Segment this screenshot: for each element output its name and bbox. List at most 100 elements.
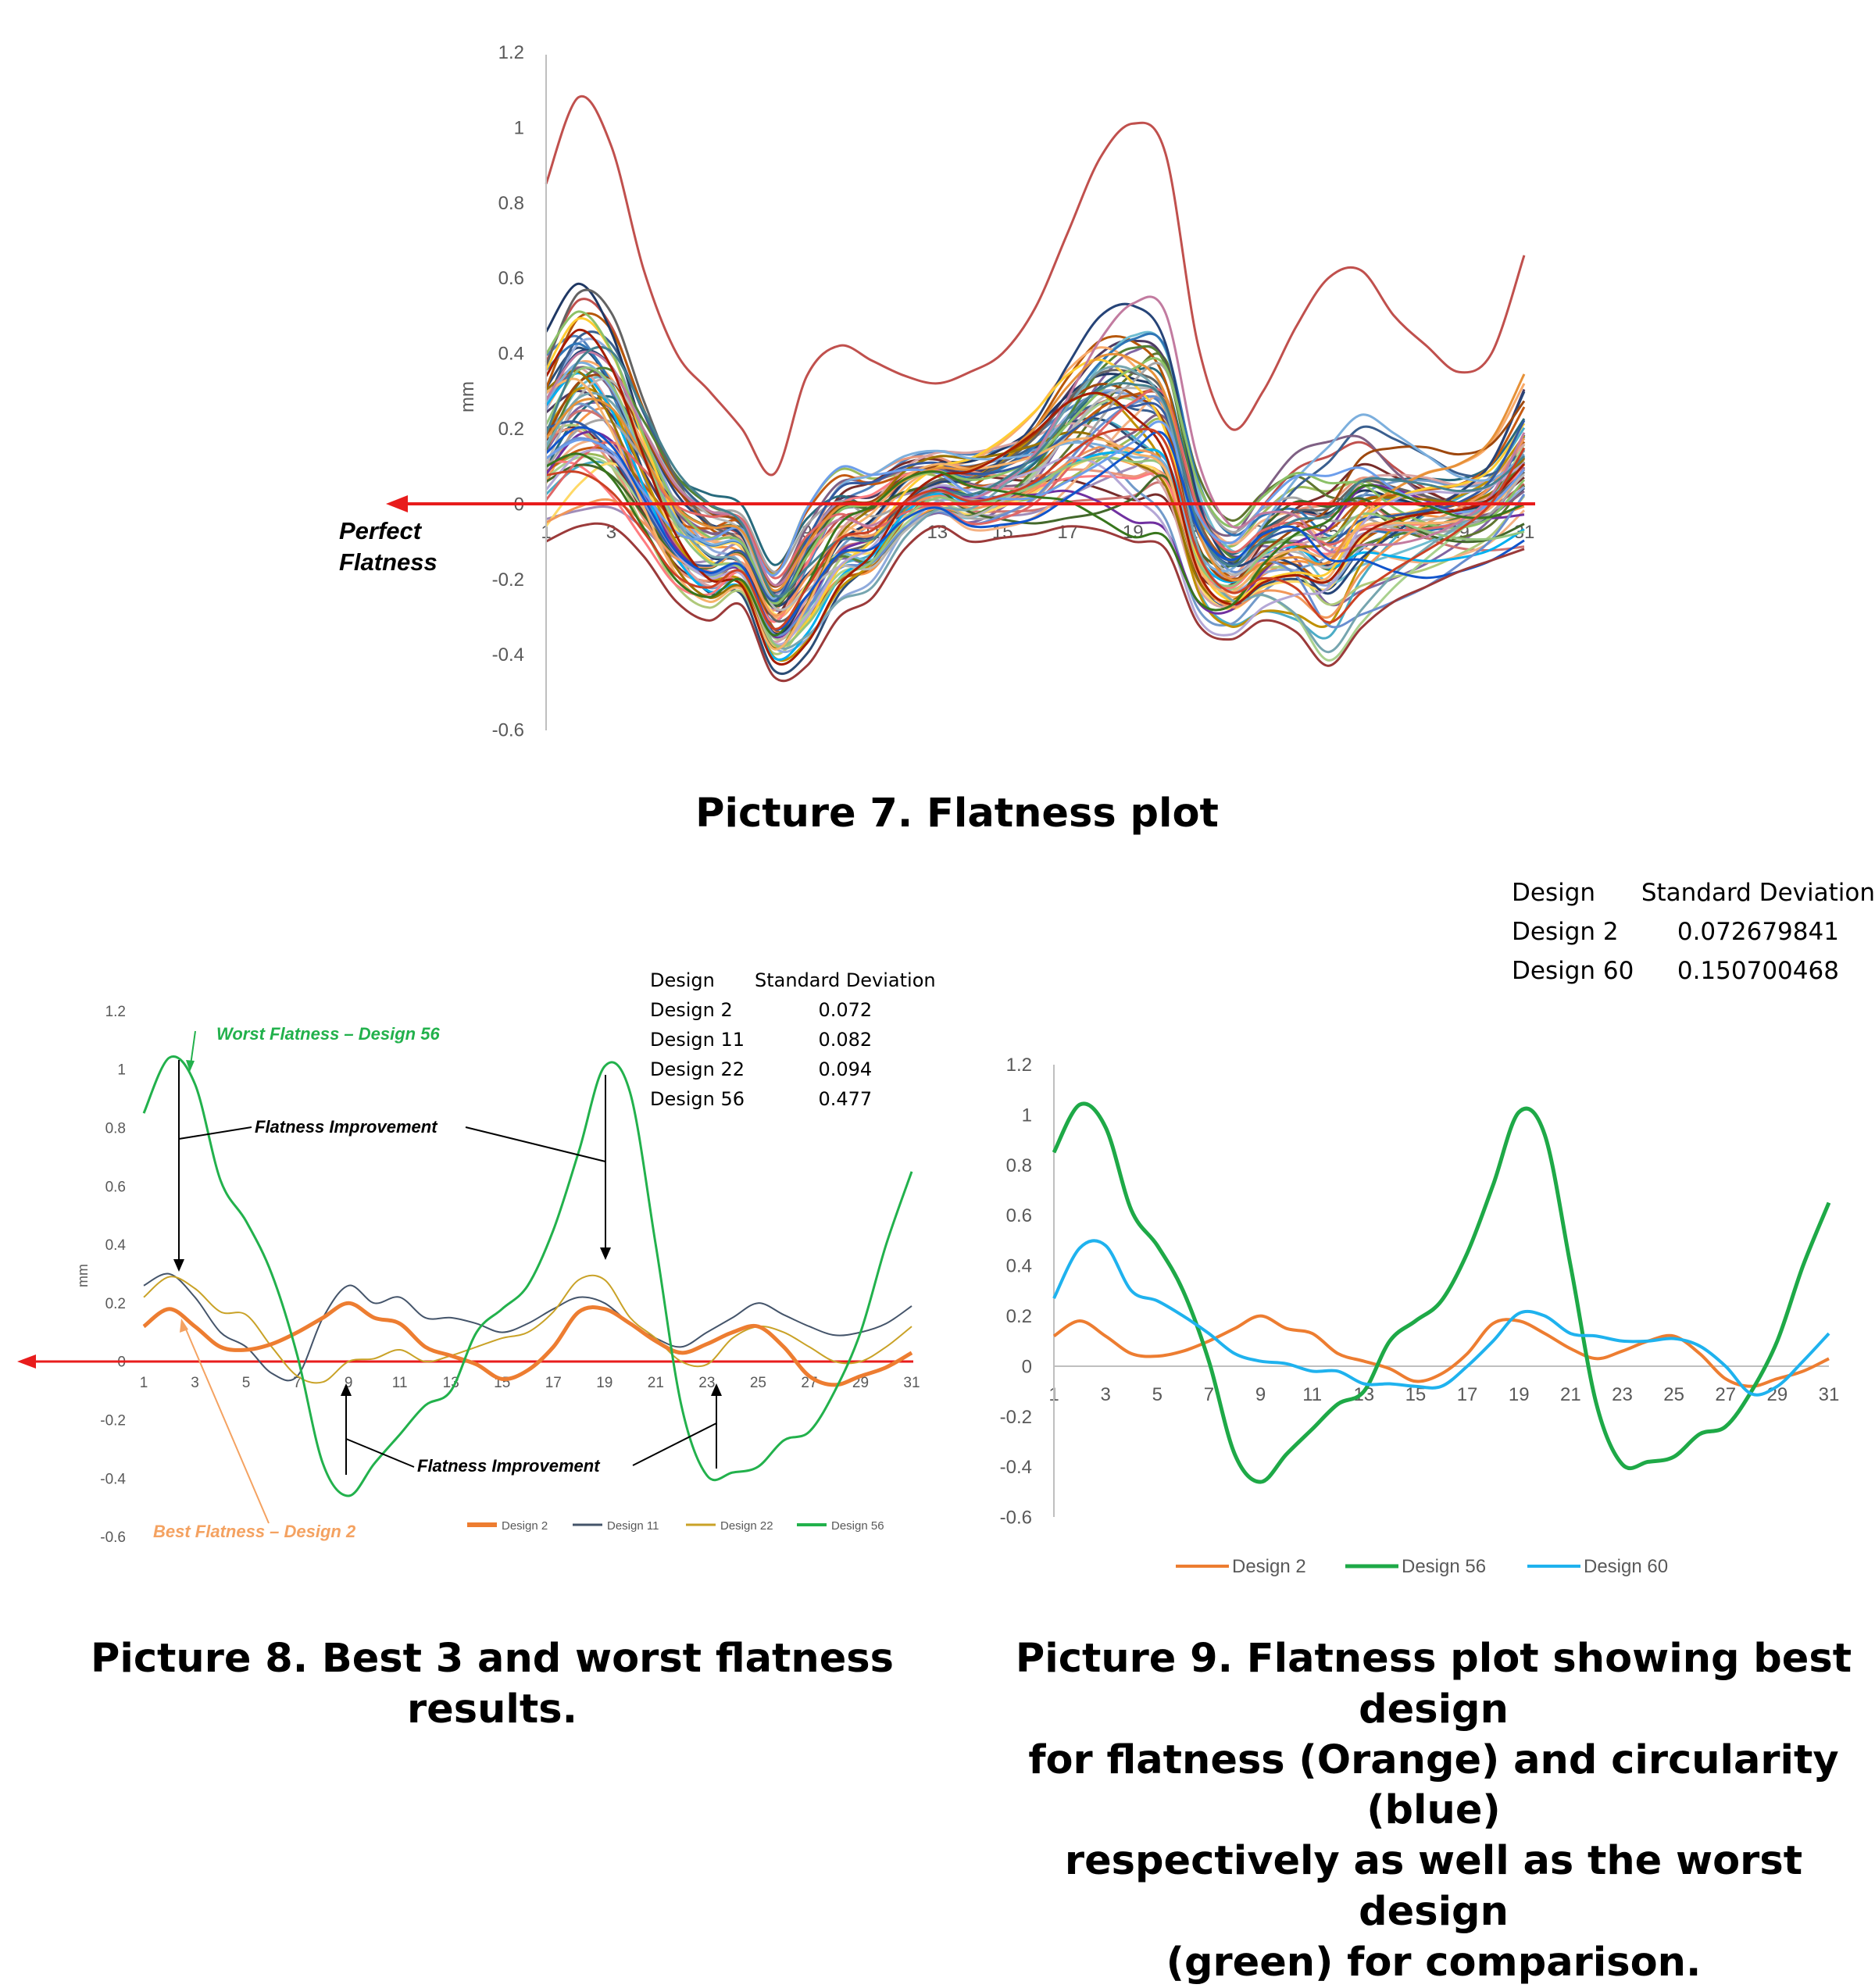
y-tick-label: -0.4 [492, 644, 524, 666]
caption-picture-9-line3: respectively as well as the worst design [1064, 1838, 1803, 1935]
table-cell-design: Design 22 [650, 1058, 745, 1080]
series-line [142, 1301, 913, 1387]
flatness-improvement-annotation-upper: Flatness Improvement [255, 1117, 438, 1137]
table-cell-design: Design 2 [650, 999, 733, 1021]
x-tick-label: 13 [443, 1375, 459, 1391]
y-axis-label: mm [457, 381, 478, 412]
table-row: Design 2 0.072 [650, 995, 936, 1025]
x-tick-label: 9 [1255, 1384, 1266, 1405]
best-annotation-arrowhead [180, 1319, 188, 1333]
series-line [545, 453, 1526, 596]
y-tick-label: -0.6 [100, 1529, 126, 1546]
y-tick-label: -0.6 [1000, 1508, 1032, 1529]
zero-line-arrowhead [17, 1354, 36, 1369]
x-tick-label: 17 [545, 1375, 562, 1391]
std-dev-table-p8: Design Standard Deviation Design 2 0.072… [650, 965, 936, 1114]
x-tick-label: 23 [1612, 1384, 1633, 1405]
flatness-plot-chart: -0.6-0.4-0.200.20.40.60.811.2 1357911131… [339, 42, 1535, 741]
table-header-row: Design Standard Deviation [1512, 873, 1875, 912]
best-annotation-leader [184, 1325, 270, 1524]
x-tick-label: 31 [1819, 1384, 1840, 1405]
series-line [545, 366, 1525, 648]
header-design: Design [1512, 879, 1596, 907]
table-cell-value: 0.072 [818, 999, 873, 1021]
y-tick-label: 0.4 [1006, 1256, 1032, 1277]
x-tick-label: 23 [698, 1375, 715, 1391]
x-tick-label: 19 [596, 1375, 612, 1391]
table-cell-value: 0.094 [818, 1058, 873, 1080]
y-tick-label: 1.2 [498, 42, 524, 63]
series-line [1052, 1314, 1830, 1388]
legend-label: Design 2 [1232, 1556, 1306, 1577]
y-tick-label: 1.2 [105, 1004, 126, 1020]
y-tick-label: 0.4 [105, 1237, 127, 1254]
caption-picture-7: Picture 7. Flatness plot [695, 791, 1219, 837]
improvement-leader-low-left [345, 1438, 415, 1468]
x-tick-label: 11 [392, 1375, 408, 1391]
x-tick-label: 21 [648, 1375, 664, 1391]
x-tick-label: 21 [1560, 1384, 1581, 1405]
improvement-arrowhead-right [600, 1247, 611, 1260]
improvement-arrowhead-low-left [341, 1383, 352, 1396]
table-row: Design 22 0.094 [650, 1055, 936, 1084]
x-tick-label: 17 [1457, 1384, 1478, 1405]
legend-label: Design 56 [831, 1519, 884, 1533]
perfect-flatness-arrowhead [386, 495, 408, 512]
header-std-dev: Standard Deviation [755, 969, 936, 991]
best-flatness-annotation: Best Flatness – Design 2 [153, 1522, 356, 1541]
legend: Design 2 Design 56 Design 60 [1176, 1556, 1668, 1577]
caption-picture-9-line2: for flatness (Orange) and circularity (b… [1028, 1736, 1839, 1834]
y-tick-label: 1 [117, 1062, 126, 1079]
series-line [545, 95, 1526, 476]
y-tick-label: -0.2 [100, 1412, 126, 1429]
legend-label: Design 56 [1402, 1556, 1486, 1577]
y-tick-label: 0 [1022, 1356, 1032, 1377]
y-tick-label: -0.4 [1000, 1457, 1032, 1478]
x-tick-label: 9 [345, 1375, 353, 1391]
y-tick-label: 1 [1022, 1105, 1032, 1126]
series-line [1052, 1239, 1830, 1397]
table-row: Design 11 0.082 [650, 1025, 936, 1055]
best-worst-flatness-chart: -0.6-0.4-0.200.20.40.60.811.2 1357911131… [17, 1004, 920, 1546]
legend: Design 2 Design 11 Design 22 Design 56 [467, 1519, 884, 1533]
series-line [545, 295, 1526, 587]
y-tick-label: 0.2 [1006, 1306, 1032, 1327]
legend-label: Design 60 [1584, 1556, 1668, 1577]
table-cell-value: 0.150700468 [1677, 957, 1839, 985]
series-line [545, 352, 1526, 592]
series-line [545, 330, 1526, 601]
table-row: Design 60 0.150700468 [1512, 951, 1875, 990]
y-tick-label: 0.6 [1006, 1205, 1032, 1226]
improvement-arrowhead-left [173, 1259, 184, 1272]
y-tick-label: -0.2 [1000, 1407, 1032, 1428]
legend-label: Design 2 [502, 1519, 548, 1533]
y-tick-label: 0.4 [498, 344, 524, 365]
improvement-leader-left [178, 1126, 252, 1140]
improvement-leader-low-right [632, 1422, 717, 1466]
table-cell-value: 0.477 [818, 1088, 873, 1110]
table-row: Design 56 0.477 [650, 1084, 936, 1114]
table-cell-value: 0.082 [818, 1029, 873, 1051]
series-line [1052, 1101, 1831, 1484]
worst-flatness-annotation: Worst Flatness – Design 56 [216, 1024, 440, 1044]
x-tick-label: 5 [242, 1375, 251, 1391]
x-tick-label: 25 [1663, 1384, 1684, 1405]
y-tick-label: -0.2 [492, 569, 524, 591]
perfect-flatness-label-line2: Flatness [339, 548, 438, 576]
y-tick-label: 0.6 [498, 268, 524, 289]
improvement-arrowhead-low-right [711, 1383, 722, 1396]
y-tick-label: 0.8 [498, 193, 524, 214]
caption-picture-9: Picture 9. Flatness plot showing best de… [992, 1634, 1875, 1988]
x-tick-label: 3 [191, 1375, 199, 1391]
y-tick-label: 1 [514, 117, 524, 138]
x-tick-label: 5 [1152, 1384, 1162, 1405]
x-tick-label: 27 [1715, 1384, 1736, 1405]
x-tick-label: 13 [1353, 1384, 1374, 1405]
table-cell-design: Design 56 [650, 1088, 745, 1110]
x-tick-label: 7 [293, 1375, 302, 1391]
x-tick-label: 11 [1302, 1384, 1322, 1405]
x-tick-label: 17 [1057, 522, 1078, 543]
series-line [545, 377, 1526, 651]
series-line [545, 377, 1526, 612]
table-cell-design: Design 11 [650, 1029, 745, 1051]
